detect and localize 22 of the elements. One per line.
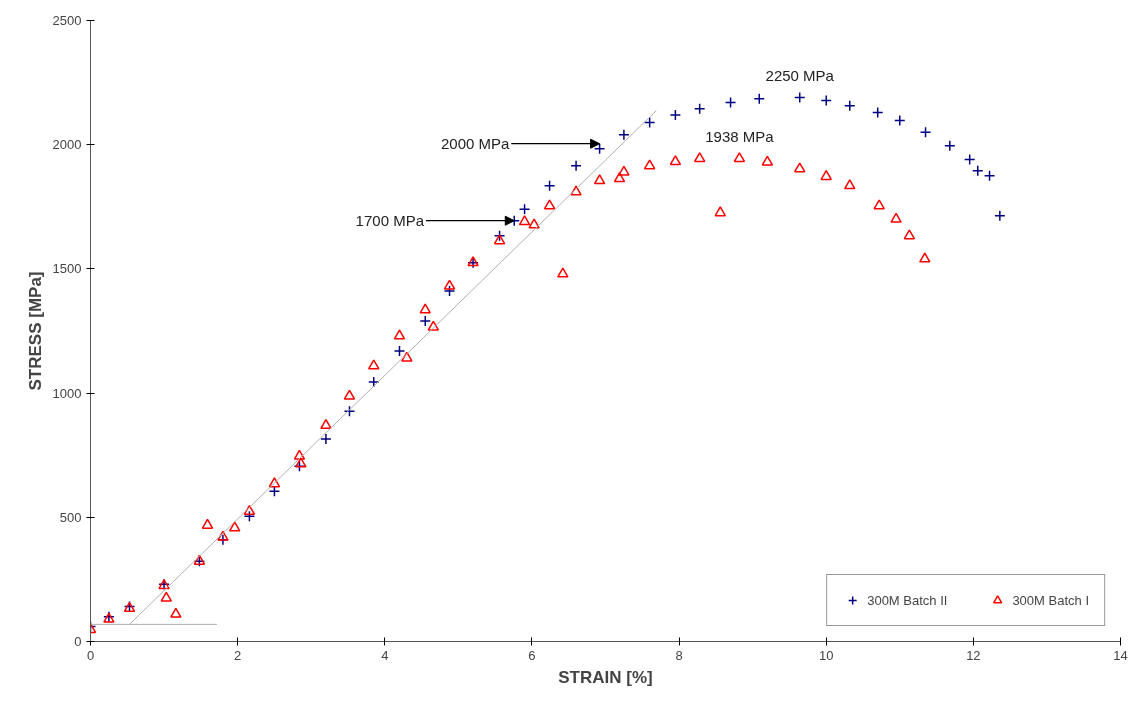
- y-tick-label: 1000: [52, 385, 82, 401]
- y-tick-label: 0: [74, 634, 82, 649]
- annotation: 2000 MPa: [440, 135, 510, 153]
- x-tick-label: 6: [528, 647, 536, 663]
- y-tick-label: 2000: [52, 137, 82, 153]
- x-tick-label: 4: [381, 647, 389, 663]
- x-tick-label: 8: [675, 647, 683, 663]
- annotation: 1700 MPa: [355, 212, 425, 230]
- annotation: 2250 MPa: [765, 66, 835, 84]
- x-tick-label: 12: [966, 647, 981, 663]
- y-tick-label: 500: [59, 509, 82, 525]
- annotation: 1938 MPa: [705, 127, 775, 145]
- y-tick-label: 2500: [52, 13, 82, 28]
- x-tick-label: 10: [818, 647, 834, 663]
- y-axis-title: STRESS [MPa]: [25, 271, 45, 391]
- legend-label: 300M Batch I: [1012, 592, 1089, 608]
- legend-label: 300M Batch II: [867, 592, 948, 608]
- x-tick-label: 14: [1113, 647, 1128, 663]
- y-tick-label: 1500: [52, 261, 82, 277]
- x-tick-label: 2: [234, 647, 242, 663]
- x-axis-title: STRAIN [%]: [558, 667, 653, 687]
- x-tick-label: 0: [86, 647, 95, 663]
